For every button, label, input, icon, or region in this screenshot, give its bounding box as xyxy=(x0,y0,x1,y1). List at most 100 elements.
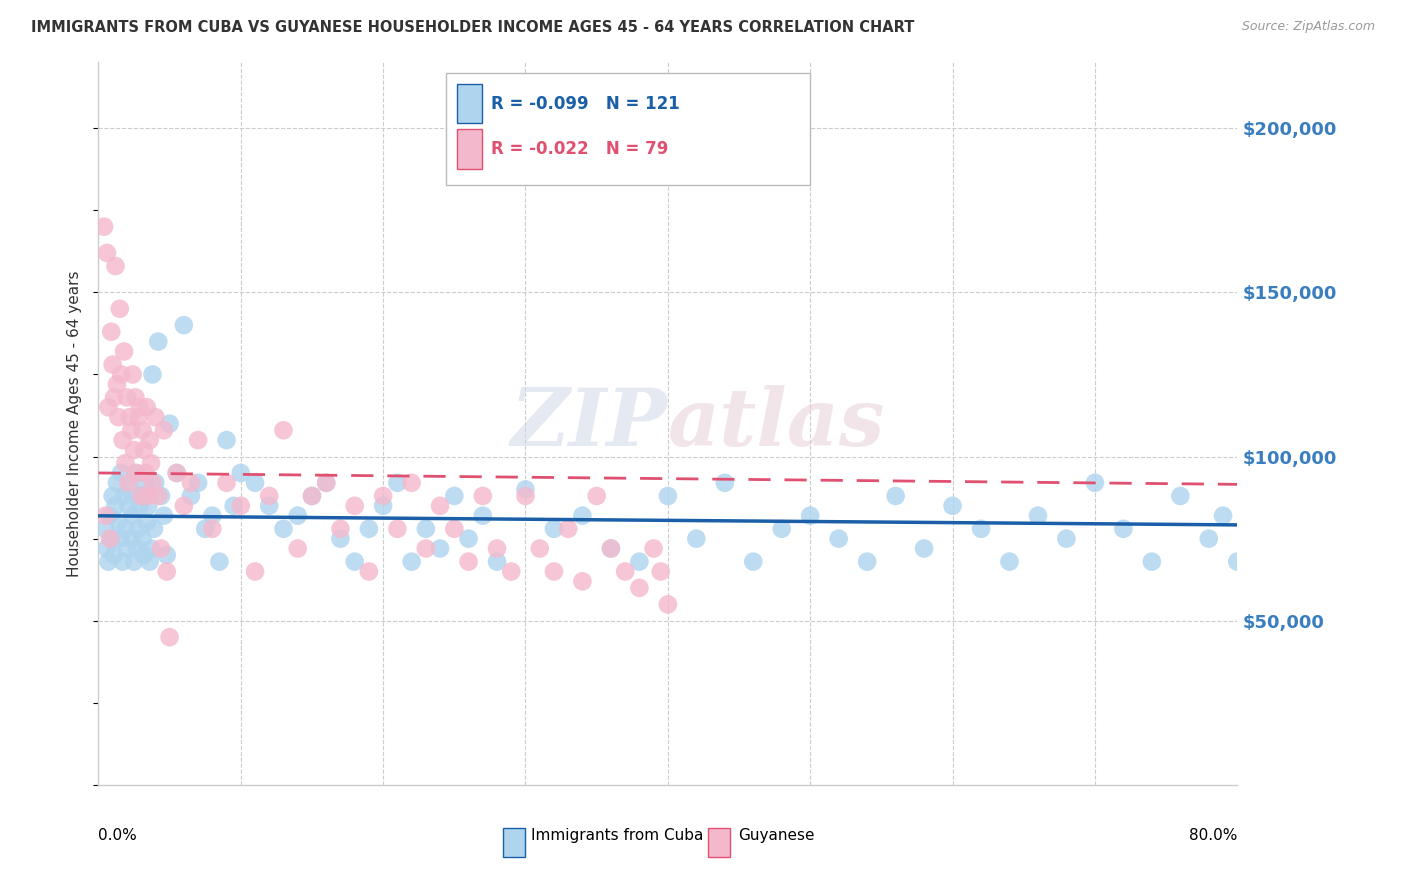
Point xyxy=(103,548,125,562)
Bar xyxy=(707,829,731,857)
Point xyxy=(1361,532,1384,546)
Point xyxy=(115,391,138,405)
Point xyxy=(243,565,266,579)
Point xyxy=(1268,541,1291,556)
Point xyxy=(122,442,145,457)
Point xyxy=(287,508,309,523)
Point xyxy=(357,565,380,579)
Point xyxy=(97,555,120,569)
Point xyxy=(107,515,129,529)
Point xyxy=(131,423,153,437)
Point xyxy=(148,489,170,503)
Point xyxy=(201,522,224,536)
Point xyxy=(471,508,494,523)
Point xyxy=(628,555,651,569)
Point xyxy=(93,219,115,234)
Point xyxy=(998,555,1021,569)
Point xyxy=(136,499,159,513)
Point xyxy=(135,401,157,415)
Point xyxy=(96,541,118,556)
Point xyxy=(187,433,209,447)
Point xyxy=(457,532,479,546)
Point xyxy=(614,565,637,579)
Point xyxy=(770,522,793,536)
Point xyxy=(124,466,146,480)
Point xyxy=(120,532,142,546)
Point xyxy=(180,489,202,503)
Point xyxy=(329,522,352,536)
Point xyxy=(486,555,509,569)
Point xyxy=(156,548,179,562)
Point xyxy=(215,433,238,447)
Point xyxy=(543,565,565,579)
Point xyxy=(131,532,153,546)
Point xyxy=(714,475,737,490)
Point xyxy=(1112,522,1135,536)
Point xyxy=(315,475,337,490)
Point xyxy=(471,489,494,503)
Point xyxy=(150,489,173,503)
Text: Source: ZipAtlas.com: Source: ZipAtlas.com xyxy=(1241,20,1375,33)
Point xyxy=(142,522,165,536)
Point xyxy=(685,532,707,546)
Text: ZIP: ZIP xyxy=(510,385,668,462)
Point xyxy=(153,423,176,437)
Point xyxy=(148,334,170,349)
Point xyxy=(98,532,121,546)
Point xyxy=(145,410,167,425)
Point xyxy=(110,466,132,480)
Point xyxy=(357,522,380,536)
Point xyxy=(571,508,593,523)
Point xyxy=(1368,522,1391,536)
Point xyxy=(600,541,623,556)
Text: Immigrants from Cuba: Immigrants from Cuba xyxy=(531,828,703,843)
Point xyxy=(1140,555,1163,569)
Point xyxy=(136,489,159,503)
Point xyxy=(571,574,593,589)
Point xyxy=(343,499,366,513)
Point xyxy=(112,344,135,359)
Point xyxy=(1405,522,1406,536)
Point xyxy=(1354,555,1376,569)
Point xyxy=(121,508,143,523)
Point xyxy=(110,368,132,382)
Point xyxy=(457,555,479,569)
Point xyxy=(401,475,423,490)
Point xyxy=(443,522,465,536)
Point xyxy=(111,555,134,569)
Point xyxy=(125,466,148,480)
Point xyxy=(134,466,156,480)
Point xyxy=(585,489,607,503)
Point xyxy=(166,466,188,480)
Point xyxy=(94,522,117,536)
Point xyxy=(415,541,437,556)
Point xyxy=(100,325,122,339)
Point xyxy=(1084,475,1107,490)
FancyBboxPatch shape xyxy=(446,73,810,186)
Point xyxy=(657,598,679,612)
Text: R = -0.022   N = 79: R = -0.022 N = 79 xyxy=(491,140,669,158)
Point xyxy=(98,508,121,523)
Point xyxy=(108,532,131,546)
Point xyxy=(208,555,231,569)
Point xyxy=(112,489,135,503)
Bar xyxy=(503,829,526,857)
Point xyxy=(180,475,202,490)
Point xyxy=(373,499,395,513)
Point xyxy=(194,522,217,536)
Text: IMMIGRANTS FROM CUBA VS GUYANESE HOUSEHOLDER INCOME AGES 45 - 64 YEARS CORRELATI: IMMIGRANTS FROM CUBA VS GUYANESE HOUSEHO… xyxy=(31,20,914,35)
Point xyxy=(515,483,537,497)
Point xyxy=(429,541,451,556)
Point xyxy=(222,499,245,513)
Point xyxy=(153,508,176,523)
Point xyxy=(94,508,117,523)
Text: atlas: atlas xyxy=(668,385,886,462)
Point xyxy=(117,475,139,490)
Text: Guyanese: Guyanese xyxy=(738,828,815,843)
Point xyxy=(1382,555,1405,569)
Point xyxy=(1389,532,1406,546)
Point xyxy=(1298,508,1320,523)
Point xyxy=(529,541,551,556)
Bar xyxy=(457,84,482,123)
Point xyxy=(1312,541,1334,556)
